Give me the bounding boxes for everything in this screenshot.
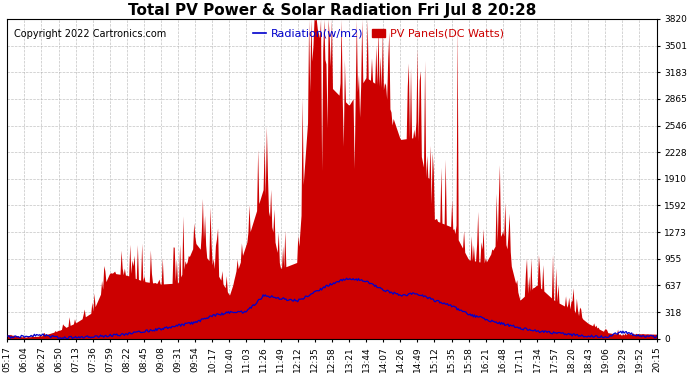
Text: Copyright 2022 Cartronics.com: Copyright 2022 Cartronics.com [14,28,166,39]
Legend: Radiation(w/m2), PV Panels(DC Watts): Radiation(w/m2), PV Panels(DC Watts) [248,24,508,44]
Title: Total PV Power & Solar Radiation Fri Jul 8 20:28: Total PV Power & Solar Radiation Fri Jul… [128,3,536,18]
